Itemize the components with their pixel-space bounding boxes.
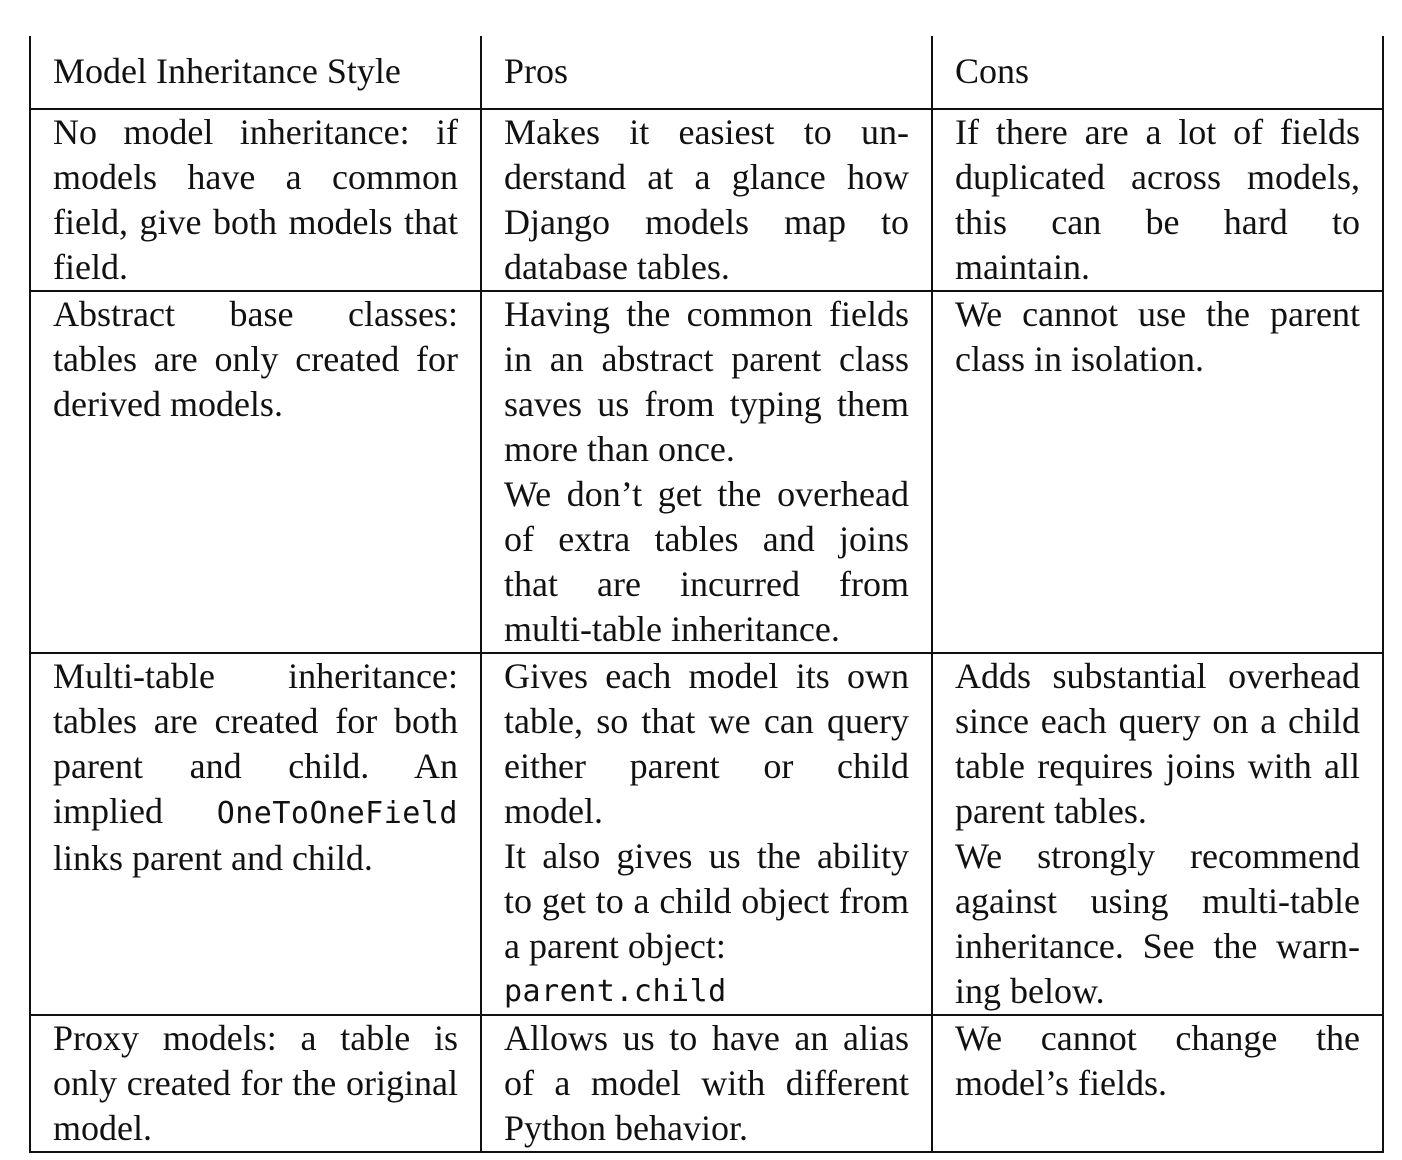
pros-cell: Having the common fields in an abstract … [480, 291, 933, 654]
header-cons: Cons [931, 36, 1384, 110]
cons-cell: We cannot change the model’s fields. [931, 1015, 1384, 1153]
pros-text: Having the common fields in an abstract … [504, 294, 909, 469]
style-cell: Abstract base classes: tables are only c… [29, 291, 482, 654]
code-onetoonefield: OneToOneField [216, 796, 458, 831]
header-style: Model Inheritance Style [29, 36, 482, 110]
table-row: Multi-table inheritance: tables are crea… [29, 653, 1384, 1016]
pros-cell: Gives each model its own table, so that … [480, 653, 933, 1016]
header-pros: Pros [480, 36, 933, 110]
pros-text: Makes it easiest to un­derstand at a gla… [504, 112, 909, 287]
cons-text: If there are a lot of fields du­plicated… [955, 112, 1360, 287]
cons-text: We cannot change the model’s fields. [955, 1018, 1360, 1103]
style-text: No model inheritance: if models have a c… [53, 112, 458, 287]
style-cell: Proxy models: a table is only created fo… [29, 1015, 482, 1153]
cons-cell: We cannot use the parent class in isolat… [931, 291, 1384, 654]
pros-cell: Makes it easiest to un­derstand at a gla… [480, 109, 933, 292]
style-cell: Multi-table inheritance: tables are crea… [29, 653, 482, 1016]
code-parent-child: parent.child [504, 974, 727, 1009]
cons-text: We cannot use the parent class in isolat… [955, 294, 1360, 379]
table-row: Proxy models: a table is only created fo… [29, 1015, 1384, 1153]
table-row: Abstract base classes: tables are only c… [29, 291, 1384, 654]
cons-cell: If there are a lot of fields du­plicated… [931, 109, 1384, 292]
style-text-prefix: Multi-table inheritance: tables are crea… [53, 656, 458, 831]
cons-text: Adds substantial overhead since each que… [955, 656, 1360, 831]
cons-text: We strongly recommend against using mult… [955, 836, 1360, 1011]
style-text-suffix: links parent and child. [53, 838, 373, 878]
pros-text: It also gives us the abil­ity to get to … [504, 836, 909, 966]
pros-text: We don’t get the over­head of extra tabl… [504, 474, 909, 649]
cons-cell: Adds substantial overhead since each que… [931, 653, 1384, 1016]
style-text: Proxy models: a table is only created fo… [53, 1018, 458, 1148]
inheritance-comparison-table-wrapper: Model Inheritance Style Pros Cons No mod… [29, 36, 1384, 1153]
table-row: No model inheritance: if models have a c… [29, 109, 1384, 292]
pros-text: Allows us to have an alias of a model wi… [504, 1018, 909, 1148]
style-text: Multi-table inheritance: tables are crea… [53, 654, 458, 881]
inheritance-comparison-table: Model Inheritance Style Pros Cons No mod… [29, 36, 1384, 1153]
pros-text: Gives each model its own table, so that … [504, 656, 909, 831]
pros-cell: Allows us to have an alias of a model wi… [480, 1015, 933, 1153]
table-header-row: Model Inheritance Style Pros Cons [29, 36, 1384, 110]
style-text: Abstract base classes: tables are only c… [53, 294, 458, 424]
style-cell: No model inheritance: if models have a c… [29, 109, 482, 292]
